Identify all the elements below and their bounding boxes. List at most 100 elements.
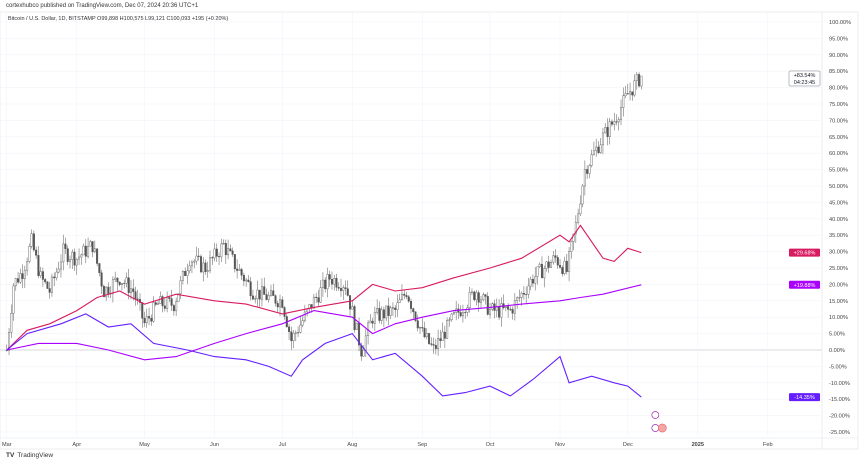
candle-body [425, 333, 428, 338]
candle [285, 313, 288, 328]
candle-body [378, 308, 381, 321]
candle [387, 297, 390, 326]
y-tick-label: 55.00% [829, 168, 848, 174]
candle [398, 293, 401, 304]
candle [412, 307, 415, 319]
candle [484, 293, 487, 305]
candle-body [568, 251, 571, 272]
candle-body [491, 303, 494, 310]
candle [148, 307, 151, 326]
candle [317, 289, 320, 307]
candle [251, 289, 254, 301]
candle-body [597, 146, 600, 153]
candle [78, 248, 81, 265]
candle [620, 99, 623, 126]
candle [319, 280, 322, 303]
candle-body [520, 292, 523, 298]
x-tick-label: Sep [417, 442, 427, 448]
y-tick-label: 45.00% [829, 200, 848, 206]
candle-body [202, 262, 205, 273]
candle-body [421, 327, 424, 329]
candle [120, 282, 123, 291]
x-tick-label: Oct [486, 442, 495, 448]
candle [218, 252, 221, 266]
x-tick-label: Aug [347, 442, 357, 448]
candle-body [231, 250, 234, 255]
y-tick-label: 95.00% [829, 36, 848, 42]
candle-body [102, 285, 105, 298]
us-flag-event-icon [657, 423, 667, 433]
logo-text: TradingView [17, 452, 54, 459]
candlestick-series [5, 72, 643, 361]
candle-body [181, 271, 184, 281]
candle [91, 241, 94, 258]
candle [231, 247, 234, 257]
candle-body [8, 332, 11, 351]
candle [615, 114, 618, 126]
candle [581, 184, 584, 208]
candle [480, 295, 483, 309]
candle [288, 323, 291, 340]
candle [622, 87, 625, 117]
candle [635, 72, 638, 90]
candle-body [46, 281, 49, 289]
candle [493, 299, 496, 319]
candle [482, 292, 485, 302]
candle [522, 286, 525, 300]
x-tick-label: 2025 [692, 442, 704, 448]
y-tick-label: -20.00% [829, 414, 850, 420]
candle [376, 299, 379, 315]
candle-body [75, 258, 78, 266]
candle [583, 160, 586, 196]
candle [441, 322, 444, 341]
candle-body [274, 295, 277, 304]
candle-body [349, 295, 352, 310]
candle-body [32, 233, 35, 251]
candle [290, 326, 293, 350]
candle [373, 306, 376, 331]
candle-body [93, 248, 96, 253]
candle-body [626, 93, 629, 95]
candle [100, 269, 103, 294]
candle-body [610, 121, 613, 125]
candle [595, 138, 598, 157]
candle-body [141, 302, 144, 319]
candle [87, 237, 90, 259]
candle-body [371, 320, 374, 324]
candle [547, 255, 550, 273]
candle-body [504, 306, 507, 308]
candle [170, 289, 173, 312]
candle-body [477, 292, 480, 303]
candle-body [565, 260, 568, 272]
candle-body [484, 294, 487, 297]
candle-body [430, 343, 433, 345]
y-tick-label: 100.00% [829, 20, 851, 26]
candle-body [89, 241, 92, 247]
candle [403, 289, 406, 300]
candle-body [319, 287, 322, 303]
candle-body [410, 301, 413, 309]
candle-body [143, 317, 146, 324]
candle-body [337, 287, 340, 289]
candle [432, 337, 435, 354]
candle [184, 267, 187, 277]
candle [509, 306, 512, 312]
candle-body [267, 295, 270, 300]
candle-body [179, 280, 182, 294]
candle [186, 263, 189, 285]
candle-body [489, 309, 492, 315]
candle [132, 279, 135, 301]
candle [349, 295, 352, 317]
y-tick-label: 5.00% [829, 332, 845, 338]
candle [486, 292, 489, 316]
candle-body [123, 283, 126, 285]
candle [242, 272, 245, 287]
candle-body [272, 290, 275, 296]
candle [57, 261, 60, 274]
candle [475, 289, 478, 306]
candle-body [242, 274, 245, 282]
candle [254, 295, 257, 304]
candle-body [604, 127, 607, 134]
candle-body [28, 246, 31, 262]
